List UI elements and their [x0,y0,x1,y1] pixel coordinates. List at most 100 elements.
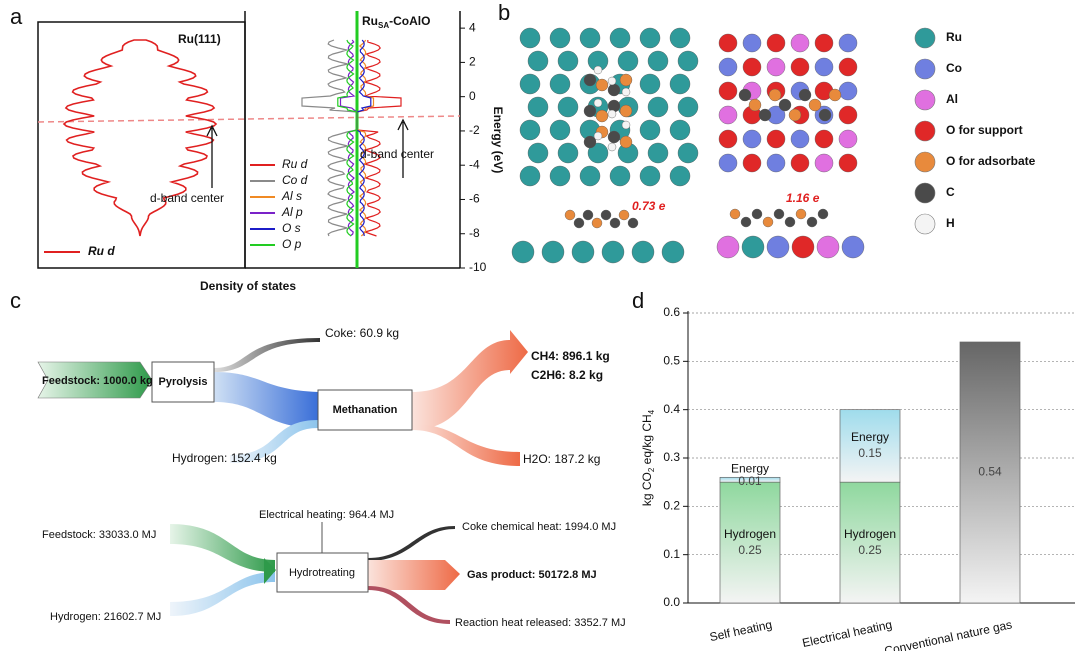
atom [729,208,741,220]
segment-name: Energy [731,462,769,476]
legend-label: Al p [281,205,303,219]
atom [790,129,810,149]
arrow-head [264,558,276,584]
title-part: -CoAlO [389,14,430,28]
flow [170,524,275,572]
dos-curve [337,39,358,237]
arrow [206,124,218,188]
flow [368,526,455,561]
label-part: kg CO [640,472,654,506]
atom [748,98,762,112]
value-label: 0.25 [858,543,882,557]
atom [742,33,762,53]
atom [661,240,685,264]
atom [617,50,639,72]
atom [669,119,691,141]
atom [798,88,812,102]
legend-swatch [914,182,936,204]
label-sub: 4 [647,409,656,414]
atom [583,104,597,118]
atom [766,235,790,259]
atom [790,33,810,53]
atom [814,153,834,173]
atom [549,27,571,49]
bar-segment [719,476,781,483]
legend-label: Ru [946,30,962,44]
atom [593,98,603,108]
x-tick-label: Conventional nature gas [883,617,1013,651]
dos-curve [356,39,402,237]
atom [818,108,832,122]
atom [639,165,661,187]
y-tick-label: 0.5 [663,354,680,368]
atom [766,153,786,173]
legend-label: H [946,216,955,230]
legend-label: O for support [946,123,1023,137]
atom [814,33,834,53]
atom [677,142,699,164]
atom [817,208,829,220]
atom [768,88,782,102]
atom [740,216,752,228]
label-part: eq/kg CH [640,414,654,467]
atom [838,129,858,149]
atom [573,217,585,229]
segment-name: Hydrogen [844,527,896,541]
atom [541,240,565,264]
atom [766,57,786,77]
flow-label: Feedstock: 33033.0 MJ [42,529,156,541]
atom [607,109,617,119]
flow-label: H2O: 187.2 kg [523,452,600,466]
panel-label: b [498,0,510,25]
atom [619,135,633,149]
atom [742,57,762,77]
atom [579,27,601,49]
y-tick-label: 0.6 [663,305,680,319]
atom [773,208,785,220]
bar-segment [719,481,781,604]
atom [609,217,621,229]
y-tick-label: 0.1 [663,547,680,561]
legend-swatch [914,213,936,235]
atom [791,235,815,259]
atom [557,96,579,118]
atom [828,88,842,102]
atom [814,57,834,77]
atom [519,73,541,95]
atom [806,216,818,228]
legend-label: Al [946,92,958,106]
legend-label: C [946,185,955,199]
value-label: 0.15 [858,446,882,460]
atom [816,235,840,259]
atom [669,165,691,187]
atom [593,65,603,75]
atom [627,217,639,229]
plot-title: Ru(111) [178,32,221,46]
atom [742,129,762,149]
atom [639,73,661,95]
title-sub: SA [378,21,389,30]
bar-segment [959,341,1021,604]
x-tick-label: Self heating [708,617,773,644]
atom [738,88,752,102]
legend-label: O s [282,221,301,235]
atom [778,98,792,112]
atom [607,83,621,97]
legend-label: O p [282,237,302,251]
atom [582,209,594,221]
atom [618,209,630,221]
atom [593,131,603,141]
atom [808,98,822,112]
flow [230,420,318,463]
segment-name: Hydrogen [724,527,776,541]
flow [214,372,318,428]
annotation: d-band center [360,147,434,161]
atom [639,119,661,141]
flow-label: Coke: 60.9 kg [325,326,399,340]
atom [601,240,625,264]
legend-swatch [914,151,936,173]
label-sub: 2 [647,467,656,472]
atom [631,240,655,264]
atom [607,142,617,152]
flow-label: C2H6: 8.2 kg [531,368,603,382]
